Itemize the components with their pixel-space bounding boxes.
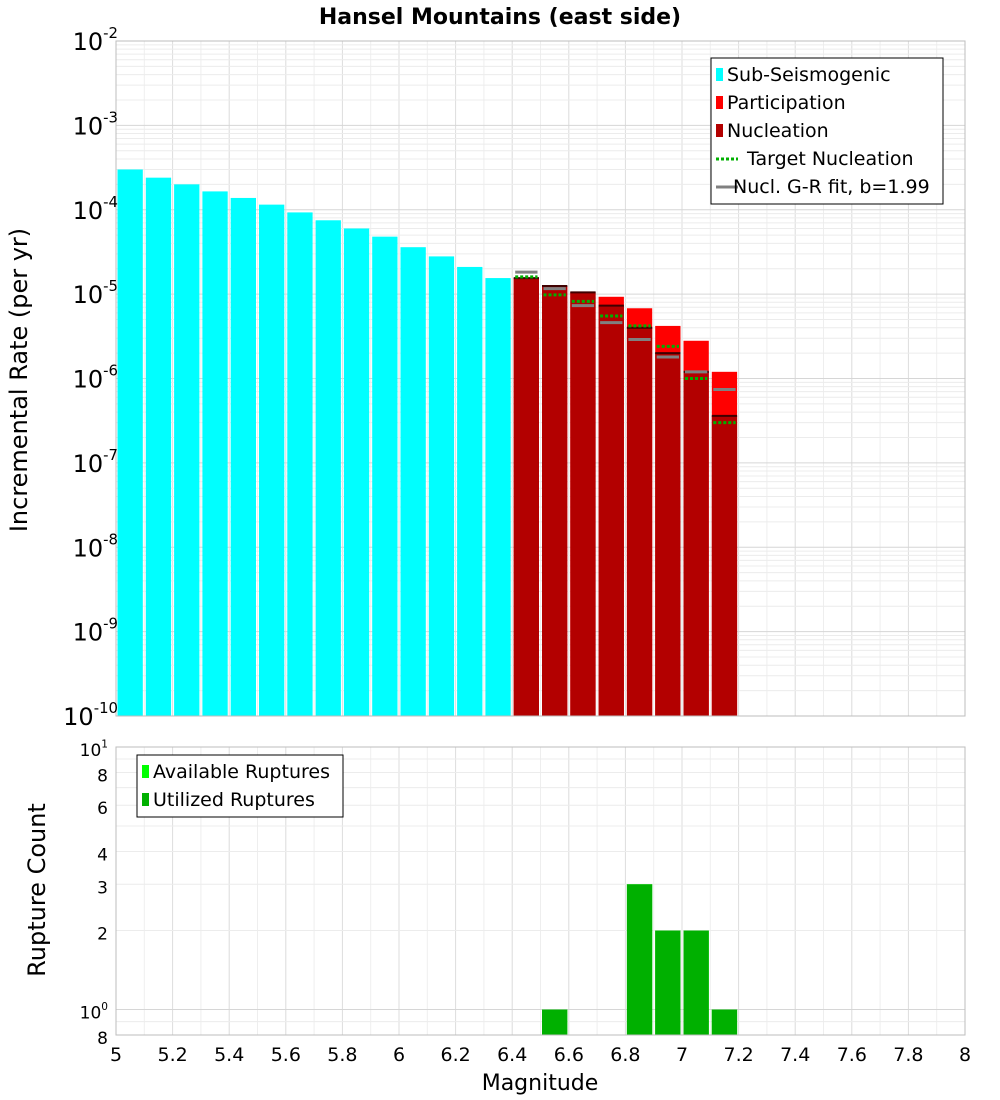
x-tick-label: 5	[110, 1044, 122, 1066]
top-y-axis-label: Incremental Rate (per yr)	[5, 228, 33, 532]
legend-label: Sub-Seismogenic	[727, 64, 891, 86]
bar-utilized-ruptures	[626, 884, 653, 1035]
y-tick-label: 8	[97, 766, 108, 786]
legend-label: Nucl. G-R fit, b=1.99	[733, 176, 930, 198]
bar-nucleation	[570, 292, 596, 716]
y-tick-label: 10-7	[73, 446, 118, 478]
y-tick-label: 100	[80, 1001, 108, 1024]
legend-label: Nucleation	[727, 120, 829, 142]
plot-frame	[115, 746, 966, 1036]
legend-label: Target Nucleation	[746, 148, 914, 170]
bar-sub-seismogenic	[400, 247, 426, 716]
bar-sub-seismogenic	[372, 236, 398, 716]
chart-title: Hansel Mountains (east side)	[319, 5, 681, 30]
y-tick-label: 10-6	[73, 362, 118, 394]
y-tick-label: 8	[97, 1029, 108, 1049]
bar-sub-seismogenic	[117, 169, 143, 716]
legend-swatch	[142, 793, 149, 806]
y-tick-label: 4	[97, 845, 108, 865]
legend-swatch	[716, 124, 723, 137]
x-tick-label: 7.2	[723, 1044, 753, 1066]
x-axis-label: Magnitude	[482, 1071, 599, 1096]
y-tick-label: 10-2	[73, 24, 118, 56]
x-tick-label: 5.8	[327, 1044, 357, 1066]
y-tick-label: 10-5	[73, 277, 118, 309]
bar-sub-seismogenic	[287, 212, 313, 717]
y-tick-label: 10-10	[63, 699, 118, 731]
plot-frame	[115, 40, 966, 717]
legend-swatch	[142, 765, 149, 778]
legend-label: Available Ruptures	[153, 761, 330, 783]
x-tick-label: 7.6	[837, 1044, 867, 1066]
bar-utilized-ruptures	[542, 1009, 568, 1035]
bar-nucleation	[513, 278, 539, 716]
y-tick-label: 10-9	[73, 615, 118, 647]
y-tick-label: 2	[97, 925, 108, 945]
x-tick-label: 6.6	[554, 1044, 584, 1066]
y-tick-label: 10-3	[73, 108, 118, 140]
bar-nucleation	[683, 371, 709, 716]
bar-sub-seismogenic	[428, 256, 455, 716]
y-tick-label: 101	[80, 739, 108, 762]
legend-label: Participation	[727, 92, 846, 114]
bar-sub-seismogenic	[315, 220, 341, 717]
bar-sub-seismogenic	[174, 184, 200, 717]
bar-sub-seismogenic	[485, 278, 511, 716]
x-tick-label: 7.8	[893, 1044, 923, 1066]
legend-box	[710, 57, 944, 205]
x-tick-label: 6.4	[497, 1044, 527, 1066]
bar-nucleation	[542, 285, 568, 716]
y-tick-label: 6	[97, 799, 108, 819]
y-tick-label: 10-4	[73, 193, 118, 225]
legend-swatch	[716, 68, 723, 81]
bar-sub-seismogenic	[230, 197, 256, 717]
bar-nucleation	[711, 415, 738, 716]
y-tick-label: 10-8	[73, 530, 118, 562]
legend-swatch	[716, 96, 723, 109]
x-tick-label: 5.2	[157, 1044, 187, 1066]
x-tick-label: 6.2	[440, 1044, 470, 1066]
bar-sub-seismogenic	[259, 204, 285, 717]
bottom-plot: 8 100 2 3 4 6 8 101 5 5.2 5.4 5.6 5.8 6 6.2 6.4 6.6 6.8 7 7…	[80, 739, 971, 1067]
x-tick-label: 5.6	[271, 1044, 301, 1066]
x-tick-label: 6	[393, 1044, 405, 1066]
bar-sub-seismogenic	[202, 191, 228, 717]
x-tick-label: 5.4	[214, 1044, 244, 1066]
bottom-y-axis-label: Rupture Count	[23, 803, 51, 977]
bar-sub-seismogenic	[457, 266, 483, 716]
bar-sub-seismogenic	[145, 177, 172, 716]
bar-nucleation	[626, 327, 653, 716]
x-tick-label: 6.8	[610, 1044, 640, 1066]
bar-nucleation	[655, 353, 681, 716]
x-tick-label: 7	[676, 1044, 688, 1066]
x-tick-label: 7.4	[780, 1044, 810, 1066]
bar-nucleation	[598, 305, 624, 716]
y-tick-label: 3	[97, 878, 108, 898]
x-tick-label: 8	[959, 1044, 971, 1066]
bar-utilized-ruptures	[683, 930, 709, 1035]
bar-utilized-ruptures	[655, 930, 681, 1035]
top-plot: 10-10 10-9 10-8 10-7 10-6 10-5 10-4 10-3 10-2 Sub…	[63, 24, 966, 731]
bar-sub-seismogenic	[343, 228, 370, 716]
legend-box	[136, 754, 344, 818]
bar-utilized-ruptures	[711, 1009, 738, 1035]
legend-label: Utilized Ruptures	[153, 789, 315, 811]
